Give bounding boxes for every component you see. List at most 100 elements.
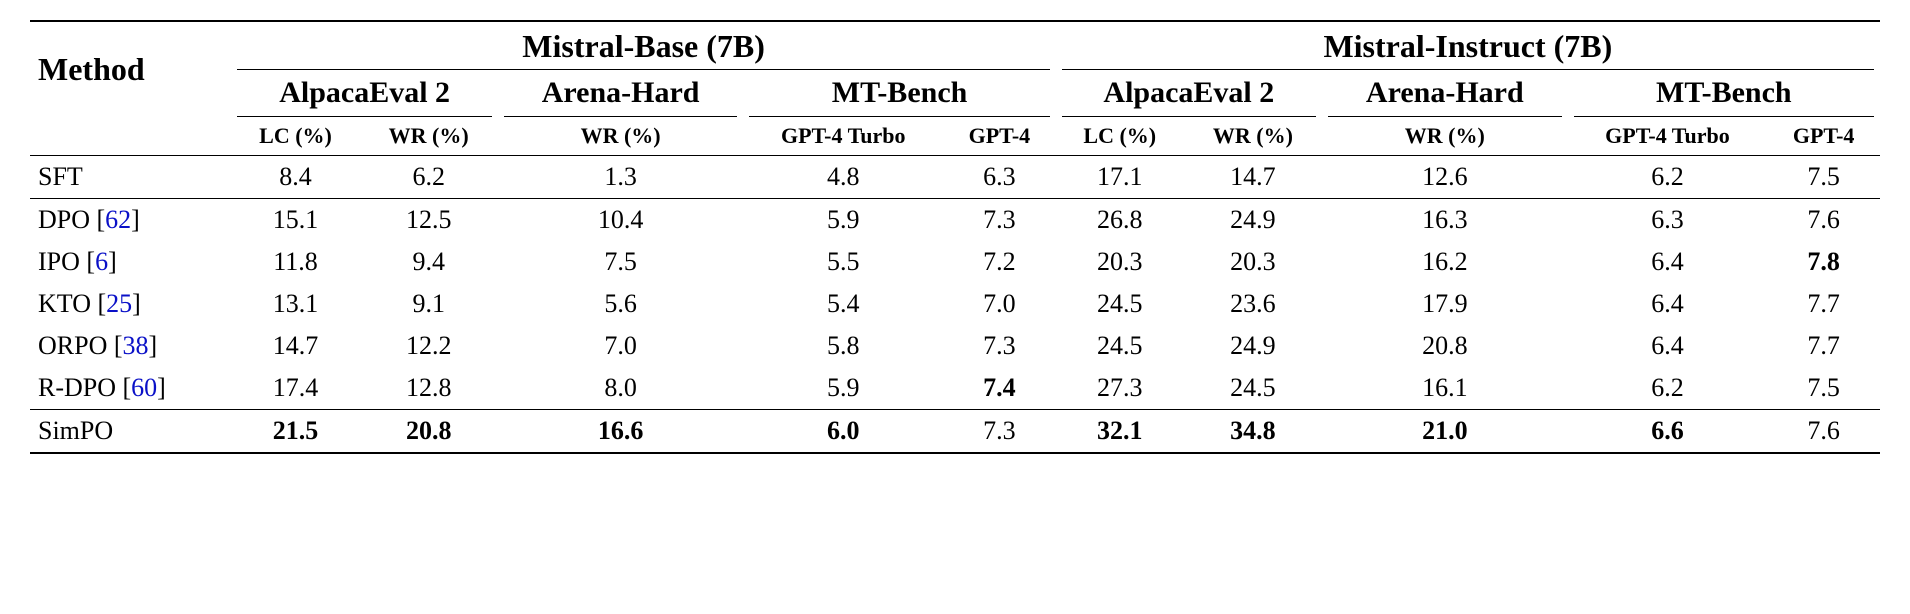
method-cell: R-DPO [60] bbox=[30, 367, 231, 410]
table-cell: 7.7 bbox=[1767, 283, 1880, 325]
method-cell: ORPO [38] bbox=[30, 325, 231, 367]
sub-g4t-base: GPT-4 Turbo bbox=[743, 117, 943, 156]
table-cell: 7.4 bbox=[943, 367, 1056, 410]
table-cell: 24.9 bbox=[1184, 199, 1322, 241]
table-cell: 16.2 bbox=[1322, 241, 1568, 283]
table-cell: 7.3 bbox=[943, 325, 1056, 367]
table-cell: 20.8 bbox=[360, 410, 498, 452]
method-cell: DPO [62] bbox=[30, 199, 231, 241]
table-row: DPO [62]15.112.510.45.97.326.824.916.36.… bbox=[30, 199, 1880, 241]
table-cell: 15.1 bbox=[231, 199, 359, 241]
sub-wr-base: WR (%) bbox=[360, 117, 498, 156]
table-cell: 6.2 bbox=[360, 156, 498, 199]
table-cell: 9.4 bbox=[360, 241, 498, 283]
sub-wr-instruct: WR (%) bbox=[1184, 117, 1322, 156]
table-cell: 8.0 bbox=[498, 367, 744, 410]
table-cell: 5.9 bbox=[743, 367, 943, 410]
method-header: Method bbox=[30, 22, 231, 116]
table-cell: 7.8 bbox=[1767, 241, 1880, 283]
bench-arena-base: Arena-Hard bbox=[498, 70, 744, 116]
method-cell: IPO [6] bbox=[30, 241, 231, 283]
table-cell: 17.4 bbox=[231, 367, 359, 410]
table-cell: 6.4 bbox=[1568, 325, 1768, 367]
citation-number: 60 bbox=[131, 373, 157, 402]
table-cell: 5.5 bbox=[743, 241, 943, 283]
table-cell: 17.9 bbox=[1322, 283, 1568, 325]
method-cell: SFT bbox=[30, 156, 231, 199]
table-cell: 4.8 bbox=[743, 156, 943, 199]
table-cell: 16.1 bbox=[1322, 367, 1568, 410]
table-cell: 6.6 bbox=[1568, 410, 1768, 452]
table-cell: 7.0 bbox=[498, 325, 744, 367]
sub-g4-instruct: GPT-4 bbox=[1767, 117, 1880, 156]
table-cell: 12.6 bbox=[1322, 156, 1568, 199]
table-cell: 24.5 bbox=[1184, 367, 1322, 410]
table-cell: 12.8 bbox=[360, 367, 498, 410]
table-cell: 13.1 bbox=[231, 283, 359, 325]
table-cell: 9.1 bbox=[360, 283, 498, 325]
table-cell: 20.8 bbox=[1322, 325, 1568, 367]
sub-g4t-instruct: GPT-4 Turbo bbox=[1568, 117, 1768, 156]
table-cell: 21.0 bbox=[1322, 410, 1568, 452]
table-row: ORPO [38]14.712.27.05.87.324.524.920.86.… bbox=[30, 325, 1880, 367]
table-cell: 27.3 bbox=[1056, 367, 1184, 410]
table-cell: 10.4 bbox=[498, 199, 744, 241]
table-cell: 24.5 bbox=[1056, 283, 1184, 325]
method-cell: KTO [25] bbox=[30, 283, 231, 325]
table-row: IPO [6]11.89.47.55.57.220.320.316.26.47.… bbox=[30, 241, 1880, 283]
table-cell: 6.2 bbox=[1568, 367, 1768, 410]
table-cell: 6.4 bbox=[1568, 241, 1768, 283]
table-cell: 23.6 bbox=[1184, 283, 1322, 325]
table-cell: 5.4 bbox=[743, 283, 943, 325]
table-cell: 7.7 bbox=[1767, 325, 1880, 367]
table-cell: 8.4 bbox=[231, 156, 359, 199]
table-cell: 7.2 bbox=[943, 241, 1056, 283]
table-cell: 7.3 bbox=[943, 410, 1056, 452]
table-cell: 6.3 bbox=[1568, 199, 1768, 241]
table-cell: 32.1 bbox=[1056, 410, 1184, 452]
table-cell: 17.1 bbox=[1056, 156, 1184, 199]
table-body: SFT8.46.21.34.86.317.114.712.66.27.5DPO … bbox=[30, 156, 1880, 453]
bench-arena-instruct: Arena-Hard bbox=[1322, 70, 1568, 116]
table-cell: 5.9 bbox=[743, 199, 943, 241]
citation-number: 25 bbox=[106, 289, 132, 318]
table-cell: 14.7 bbox=[231, 325, 359, 367]
table-cell: 20.3 bbox=[1056, 241, 1184, 283]
table-cell: 7.5 bbox=[1767, 367, 1880, 410]
model-base-header: Mistral-Base (7B) bbox=[231, 22, 1055, 69]
table-cell: 16.3 bbox=[1322, 199, 1568, 241]
citation-number: 6 bbox=[95, 247, 108, 276]
table-cell: 6.2 bbox=[1568, 156, 1768, 199]
table-cell: 21.5 bbox=[231, 410, 359, 452]
table-cell: 12.2 bbox=[360, 325, 498, 367]
table-cell: 7.5 bbox=[1767, 156, 1880, 199]
table-cell: 14.7 bbox=[1184, 156, 1322, 199]
bench-alpaca-base: AlpacaEval 2 bbox=[231, 70, 497, 116]
sub-g4-base: GPT-4 bbox=[943, 117, 1056, 156]
table-row: SimPO21.520.816.66.07.332.134.821.06.67.… bbox=[30, 410, 1880, 452]
sub-arena-base: WR (%) bbox=[498, 117, 744, 156]
table-cell: 6.3 bbox=[943, 156, 1056, 199]
model-instruct-header: Mistral-Instruct (7B) bbox=[1056, 22, 1880, 69]
table-cell: 34.8 bbox=[1184, 410, 1322, 452]
table-cell: 16.6 bbox=[498, 410, 744, 452]
sub-lc-instruct: LC (%) bbox=[1056, 117, 1184, 156]
table-cell: 7.3 bbox=[943, 199, 1056, 241]
table-row: R-DPO [60]17.412.88.05.97.427.324.516.16… bbox=[30, 367, 1880, 410]
table-cell: 6.4 bbox=[1568, 283, 1768, 325]
table-cell: 6.0 bbox=[743, 410, 943, 452]
sub-lc-base: LC (%) bbox=[231, 117, 359, 156]
table-cell: 5.6 bbox=[498, 283, 744, 325]
table-cell: 7.5 bbox=[498, 241, 744, 283]
table-cell: 12.5 bbox=[360, 199, 498, 241]
bench-alpaca-instruct: AlpacaEval 2 bbox=[1056, 70, 1322, 116]
table-cell: 24.5 bbox=[1056, 325, 1184, 367]
table-row: KTO [25]13.19.15.65.47.024.523.617.96.47… bbox=[30, 283, 1880, 325]
table-cell: 26.8 bbox=[1056, 199, 1184, 241]
table-cell: 5.8 bbox=[743, 325, 943, 367]
table-cell: 20.3 bbox=[1184, 241, 1322, 283]
table-cell: 11.8 bbox=[231, 241, 359, 283]
table-cell: 1.3 bbox=[498, 156, 744, 199]
table-row: SFT8.46.21.34.86.317.114.712.66.27.5 bbox=[30, 156, 1880, 199]
bench-mtbench-base: MT-Bench bbox=[743, 70, 1055, 116]
